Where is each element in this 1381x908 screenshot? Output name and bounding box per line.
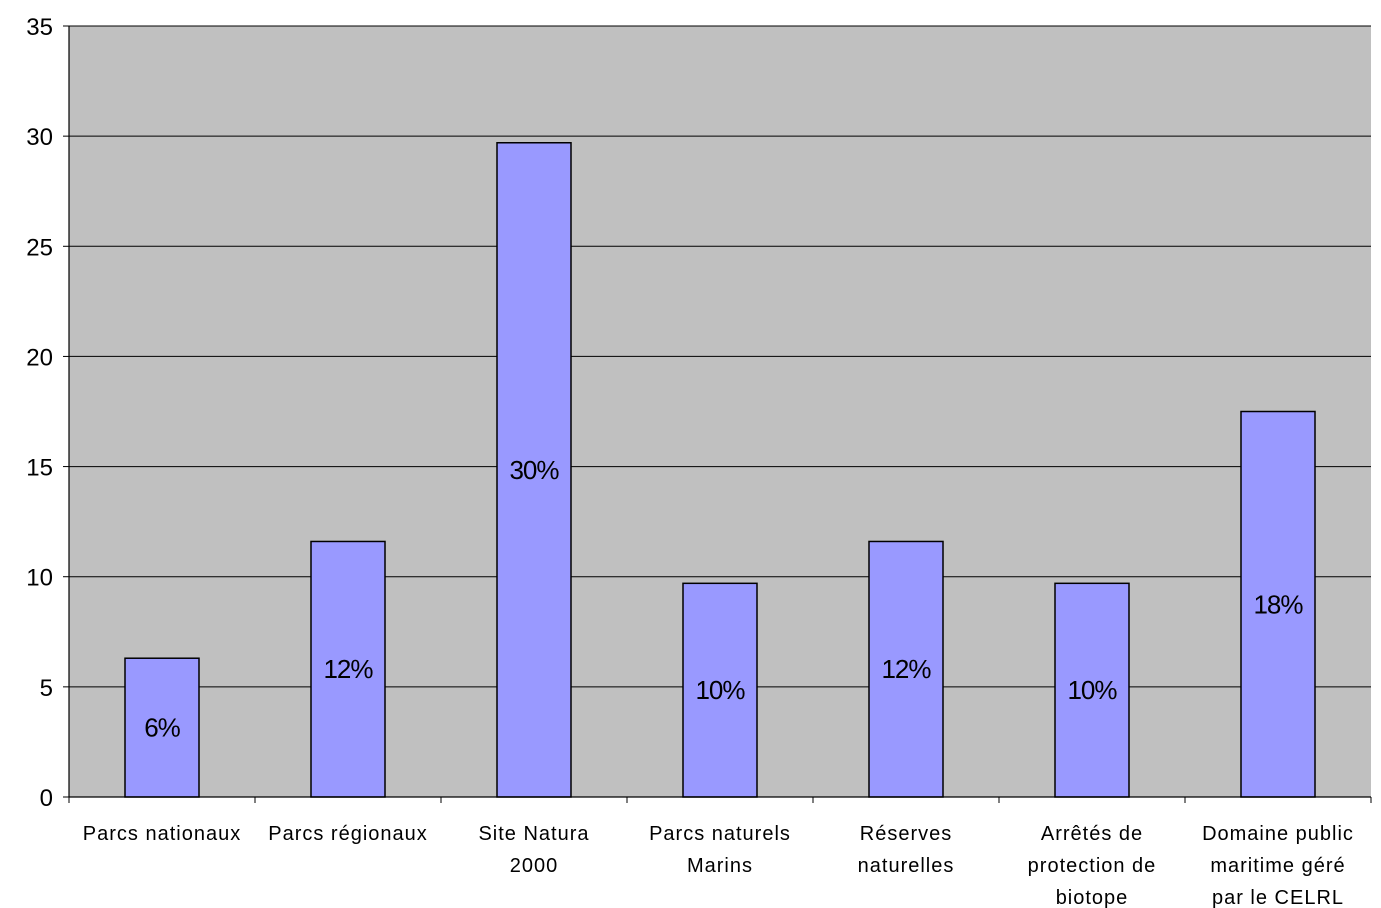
- bar: [124, 657, 200, 798]
- y-tick-label: 0: [40, 785, 53, 812]
- y-tick-label: 15: [26, 455, 53, 482]
- x-tick-label-line: Domaine public: [1202, 823, 1354, 845]
- bar: [1240, 410, 1316, 798]
- y-tick-label: 30: [26, 124, 53, 151]
- x-tick-label-line: Arrêtés de: [1041, 823, 1143, 845]
- data-label: 12%: [323, 654, 373, 684]
- bar: [1054, 582, 1130, 798]
- bar: [868, 540, 944, 798]
- y-tick-label: 25: [26, 234, 53, 261]
- x-axis-ticks: Parcs nationaux Parcs régionaux Site Natur…: [68, 797, 1372, 908]
- x-tick-label-line: Réserves: [860, 823, 952, 845]
- data-label: 30%: [509, 455, 559, 485]
- y-tick-label: 10: [26, 565, 53, 592]
- y-tick-label: 35: [26, 14, 53, 41]
- bar: [310, 540, 386, 798]
- data-labels: 6% 12% 30% 10% 12% 10% 18%: [144, 455, 1304, 743]
- bar: [682, 582, 758, 798]
- data-label: 10%: [1067, 675, 1117, 705]
- x-tick-label-line: biotope: [1056, 887, 1129, 908]
- x-tick-label: Arrêtés de protection de biotope: [1028, 823, 1157, 908]
- axes: [68, 26, 1371, 798]
- data-label: 18%: [1253, 589, 1303, 619]
- x-tick-label-line: protection de: [1028, 855, 1157, 877]
- y-tick-label: 20: [26, 344, 53, 371]
- x-tick-label-line: Site Natura: [478, 823, 589, 845]
- x-tick-label: Domaine public maritime géré par le CELRL: [1202, 823, 1354, 908]
- x-tick-label-line: Parcs naturels: [649, 823, 791, 845]
- x-tick-label-line: maritime géré: [1210, 855, 1345, 877]
- x-tick-label-line: par le CELRL: [1212, 887, 1344, 908]
- x-tick-label-line: Parcs nationaux: [83, 823, 241, 845]
- x-tick-label: Parcs naturels Marins: [649, 823, 791, 877]
- x-tick-label-line: 2000: [510, 855, 559, 877]
- x-tick-label: Parcs régionaux: [268, 823, 428, 845]
- x-tick-label: Parcs nationaux: [83, 823, 241, 845]
- data-label: 6%: [144, 713, 180, 743]
- data-label: 12%: [881, 654, 931, 684]
- x-tick-label: Site Natura 2000: [478, 823, 589, 877]
- x-tick-label-line: naturelles: [858, 855, 955, 877]
- data-label: 10%: [695, 675, 745, 705]
- x-tick-label-line: Parcs régionaux: [268, 823, 428, 845]
- y-axis-ticks: 0 5 10 15 20 25 30 35: [26, 14, 69, 812]
- x-tick-label-line: Marins: [687, 855, 753, 877]
- x-tick-label: Réserves naturelles: [858, 823, 955, 877]
- y-tick-label: 5: [40, 675, 53, 702]
- gridlines: [69, 25, 1371, 688]
